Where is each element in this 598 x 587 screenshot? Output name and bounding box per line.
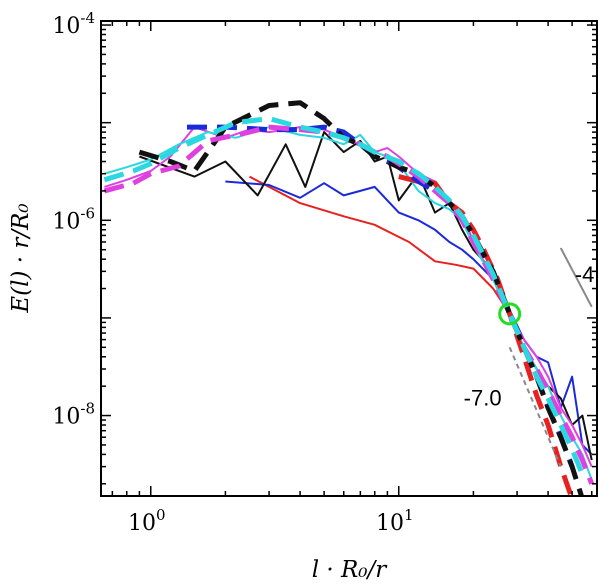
tick-labels: 100 101 10-8 10-6 10-4 <box>52 9 413 536</box>
series-line-7 <box>187 124 575 468</box>
series-line-5 <box>104 126 593 481</box>
ticks <box>101 21 597 496</box>
series-line-3 <box>139 131 593 461</box>
series-line-10 <box>103 116 585 476</box>
x-tick-label: 101 <box>376 506 414 536</box>
y-axis-label: E(l) · r/R₀ <box>8 203 34 313</box>
series-line-2 <box>225 180 593 456</box>
slope-line-2 <box>508 346 562 468</box>
series-line-8 <box>138 100 585 496</box>
y-tick-label: 10-4 <box>52 9 95 39</box>
reference-lines: -4.0 -7.0 <box>464 247 598 468</box>
y-tick-label: 10-8 <box>52 400 95 430</box>
series-line-4 <box>104 126 593 467</box>
series-layer <box>103 100 595 496</box>
plot-frame <box>100 20 598 497</box>
marker-layer <box>498 302 522 326</box>
slope-label-1: -4.0 <box>575 262 598 287</box>
series-line-1 <box>249 175 511 315</box>
slope-label-2: -7.0 <box>464 385 502 410</box>
slope-line-1 <box>559 247 593 308</box>
marker-circle <box>498 302 522 326</box>
series-line-9 <box>103 124 595 485</box>
y-tick-label: 10-6 <box>52 204 95 234</box>
x-axis-label: l · R₀/r <box>312 557 389 583</box>
x-tick-label: 100 <box>128 506 166 536</box>
